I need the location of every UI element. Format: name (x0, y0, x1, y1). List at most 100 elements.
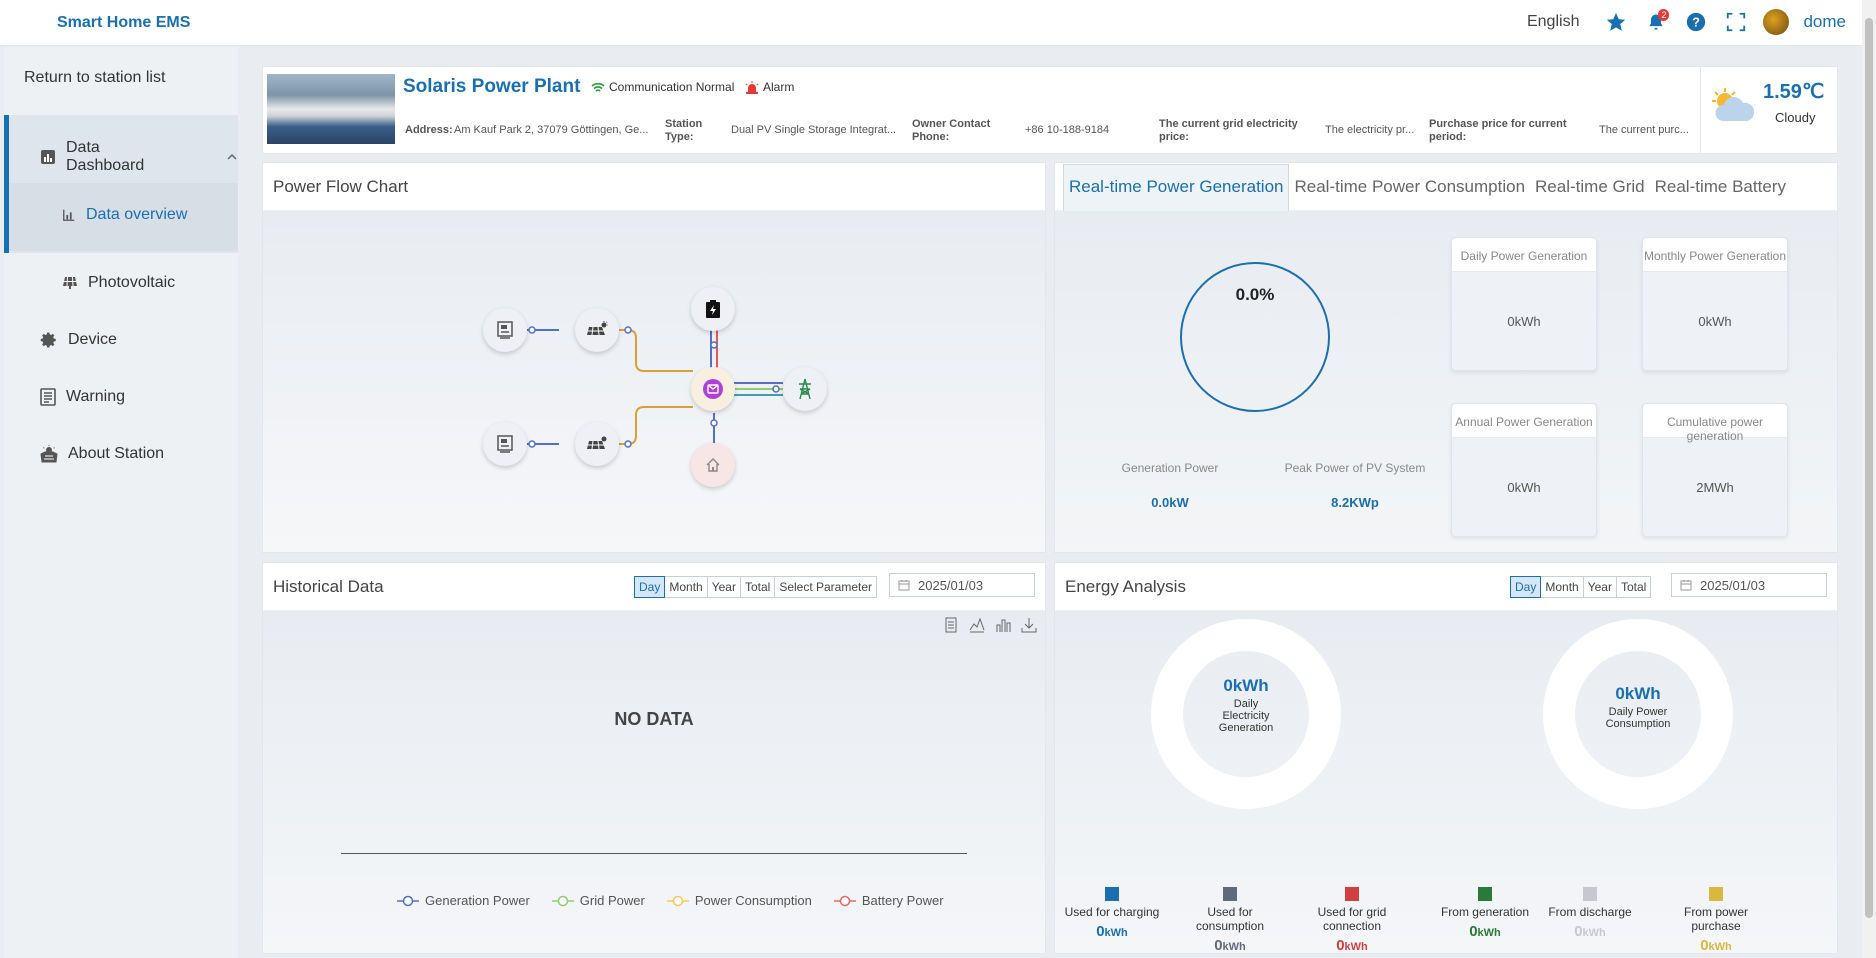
energy-date-value: 2025/01/03 (1700, 577, 1766, 593)
stat-value: 0kWh (1698, 314, 1732, 329)
sidebar-item-label: Data Dashboard (66, 139, 145, 174)
inverter-node-1[interactable] (483, 308, 527, 352)
chart-axis-line (341, 853, 967, 854)
legend-label: Battery Power (861, 893, 944, 908)
user-avatar[interactable] (1763, 9, 1790, 35)
alarm-status-text: Alarm (763, 80, 795, 94)
grid-node[interactable] (783, 367, 827, 411)
generation-power-label: Generation Power (1121, 461, 1219, 475)
period-year-button[interactable]: Year (706, 576, 741, 598)
chevron-up-icon (227, 153, 237, 160)
tab-realtime-grid[interactable]: Real-time Grid (1535, 177, 1645, 196)
help-icon[interactable]: ? (1683, 9, 1709, 35)
legend-item[interactable]: Power Consumption (666, 893, 812, 908)
consumption-donut (1543, 619, 1733, 809)
legend-label: Generation Power (425, 893, 530, 908)
stat-title: Daily Power Generation (1452, 238, 1596, 272)
owner-phone-value: +86 10-188-9184 (1025, 124, 1110, 136)
period-month-button[interactable]: Month (664, 576, 708, 598)
battery-node[interactable] (691, 287, 735, 331)
top-bar-actions: English 2 ? dome (1527, 9, 1846, 35)
history-period-selector: Day Month Year Total Select Parameter (634, 576, 878, 598)
star-icon[interactable] (1603, 9, 1629, 35)
legend-label: Used for grid connection (1317, 905, 1387, 933)
tab-realtime-power-generation[interactable]: Real-time Power Generation (1063, 164, 1290, 211)
period-day-button[interactable]: Day (634, 576, 666, 598)
legend-label: From generation (1440, 905, 1530, 919)
period-year-button[interactable]: Year (1582, 576, 1617, 598)
weather-condition: Cloudy (1775, 110, 1816, 125)
legend-swatch (1709, 887, 1723, 901)
inverter-node-2[interactable] (483, 422, 527, 466)
sidebar-item-warning[interactable]: Warning (40, 388, 125, 406)
ems-hub-node[interactable] (691, 367, 735, 411)
daily-generation-value: 0kWh (1223, 676, 1269, 695)
daily-generation-card: Daily Power Generation 0kWh (1451, 237, 1597, 371)
bell-icon[interactable]: 2 (1643, 9, 1670, 35)
period-month-button[interactable]: Month (1540, 576, 1584, 598)
legend-marker-icon (397, 895, 419, 906)
stat-value: 0kWh (1507, 314, 1541, 329)
download-icon[interactable] (1021, 617, 1037, 633)
panel-title: Power Flow Chart (263, 163, 1045, 211)
annual-generation-card: Annual Power Generation 0kWh (1451, 403, 1597, 537)
pv-node-2[interactable] (575, 422, 619, 466)
bar-chart-icon[interactable] (995, 617, 1011, 633)
energy-date-picker[interactable]: 2025/01/03 (1671, 573, 1827, 597)
calendar-icon (898, 580, 910, 591)
language-selector[interactable]: English (1526, 13, 1580, 30)
legend-marker-icon (666, 895, 689, 906)
station-icon (40, 445, 58, 463)
period-total-button[interactable]: Total (1615, 576, 1652, 598)
energy-period-selector: Day Month Year Total (1510, 576, 1652, 598)
stat-value: 2MWh (1696, 480, 1734, 495)
station-type-label: Station Type: (665, 118, 703, 143)
solar-panel-icon (63, 276, 77, 289)
line-chart-icon[interactable] (969, 617, 985, 633)
data-view-icon[interactable] (943, 617, 959, 633)
return-to-station-list-link[interactable]: Return to station list (24, 69, 166, 86)
fullscreen-icon[interactable] (1723, 9, 1749, 35)
page-scrollbar[interactable] (1862, 0, 1876, 958)
energy-analysis-panel: Energy Analysis Day Month Year Total 202… (1054, 562, 1838, 954)
legend-item[interactable]: Grid Power (551, 893, 645, 908)
no-data-message: NO DATA (614, 709, 694, 729)
sidebar-item-photovoltaic[interactable]: Photovoltaic (62, 274, 175, 292)
period-day-button[interactable]: Day (1510, 576, 1542, 598)
username[interactable]: dome (1803, 12, 1846, 31)
legend-item[interactable]: Battery Power (833, 893, 944, 908)
battery-charging-icon (706, 300, 720, 318)
sidebar-item-device[interactable]: Device (40, 331, 117, 349)
station-type-value: Dual PV Single Storage Integrat... (731, 124, 897, 136)
panel-title: Historical Data (263, 563, 1045, 611)
energy-legend-item: From discharge 0kWh (1535, 887, 1645, 940)
tab-realtime-battery[interactable]: Real-time Battery (1654, 177, 1786, 196)
grid-price-label: The current grid electricity price: (1159, 118, 1298, 143)
consumption-donut-center: 0kWh Daily Power Consumption (1578, 684, 1698, 730)
legend-item[interactable]: Generation Power (397, 893, 530, 908)
monthly-generation-card: Monthly Power Generation 0kWh (1642, 237, 1788, 371)
legend-value: 0kWh (1574, 923, 1606, 940)
legend-value: 0kWh (1700, 937, 1732, 954)
sidebar-item-label: Photovoltaic (88, 274, 176, 291)
historical-data-panel: Historical Data Day Month Year Total Sel… (262, 562, 1046, 954)
home-node[interactable] (691, 443, 735, 487)
station-name: Solaris Power Plant (403, 76, 581, 97)
legend-value: 0kWh (1214, 937, 1246, 954)
tab-realtime-power-consumption[interactable]: Real-time Power Consumption (1294, 177, 1526, 196)
cumulative-generation-card: Cumulative power generation 2MWh (1642, 403, 1788, 537)
history-date-picker[interactable]: 2025/01/03 (889, 573, 1035, 597)
sidebar-item-data-dashboard[interactable]: Data Dashboard (40, 139, 238, 175)
period-total-button[interactable]: Total (739, 576, 776, 598)
sidebar: Return to station list Data Dashboard Da… (4, 47, 238, 958)
pv-node-1[interactable] (575, 308, 619, 352)
sidebar-item-data-overview[interactable]: Data overview (62, 206, 187, 224)
generation-power-value: 0.0kW (1151, 495, 1189, 510)
station-photo (267, 74, 395, 144)
stat-title: Cumulative power generation (1643, 404, 1787, 443)
sidebar-item-about-station[interactable]: About Station (40, 445, 164, 463)
select-parameter-button[interactable]: Select Parameter (774, 576, 878, 598)
sidebar-active-highlight (4, 183, 238, 251)
legend-label: Used for consumption (1195, 905, 1265, 933)
grid-price-value: The electricity pr... (1325, 124, 1415, 136)
